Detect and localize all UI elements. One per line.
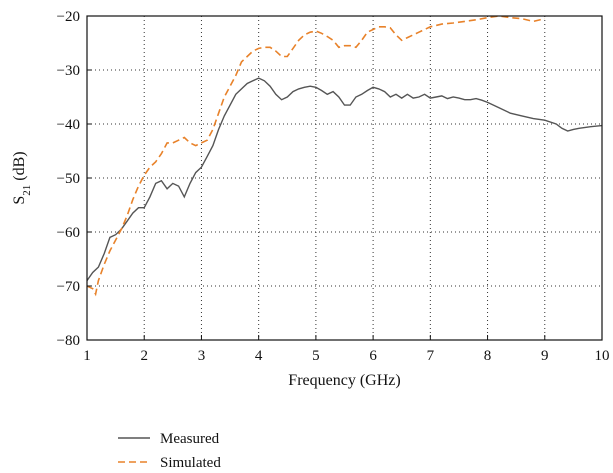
- series-line-measured: [86, 77, 603, 282]
- plot-area-frame: [86, 15, 603, 341]
- x-tick-label: 1: [83, 348, 91, 364]
- y-axis-title-unit: (dB): [11, 151, 28, 184]
- y-axis-title: S21 (dB): [11, 151, 33, 204]
- y-tick-label: −50: [57, 171, 80, 187]
- grid-lines: [87, 16, 602, 340]
- legend-label-simulated: Simulated: [160, 455, 221, 471]
- y-tick-label: −70: [57, 279, 80, 295]
- y-axis-title-main: S: [11, 196, 28, 205]
- x-tick-label: 2: [140, 348, 148, 364]
- x-tick-label: 3: [198, 348, 206, 364]
- x-axis-title: Frequency (GHz): [288, 372, 400, 389]
- x-tick-label: 6: [369, 348, 377, 364]
- y-tick-label: −60: [57, 225, 80, 241]
- y-tick-label: −80: [57, 333, 80, 349]
- x-tick-label: 5: [312, 348, 320, 364]
- x-tick-label: 7: [427, 348, 435, 364]
- series-line-simulated: [86, 15, 545, 297]
- y-tick-label: −20: [57, 9, 80, 25]
- x-axis-ticks: 1 2 3 4 5 6 7 8 9 10: [83, 335, 610, 364]
- x-tick-label: 9: [541, 348, 549, 364]
- x-tick-label: 8: [484, 348, 492, 364]
- y-tick-label: −40: [57, 117, 80, 133]
- x-tick-label: 10: [595, 348, 610, 364]
- legend: Measured Simulated: [118, 431, 221, 471]
- y-axis-ticks: −20 −30 −40 −50 −60 −70 −80: [57, 9, 92, 349]
- y-axis-title-subscript: 21: [21, 185, 33, 196]
- y-tick-label: −30: [57, 63, 80, 79]
- legend-label-measured: Measured: [160, 431, 220, 447]
- plot-series-layer: [86, 15, 603, 297]
- x-tick-label: 4: [255, 348, 263, 364]
